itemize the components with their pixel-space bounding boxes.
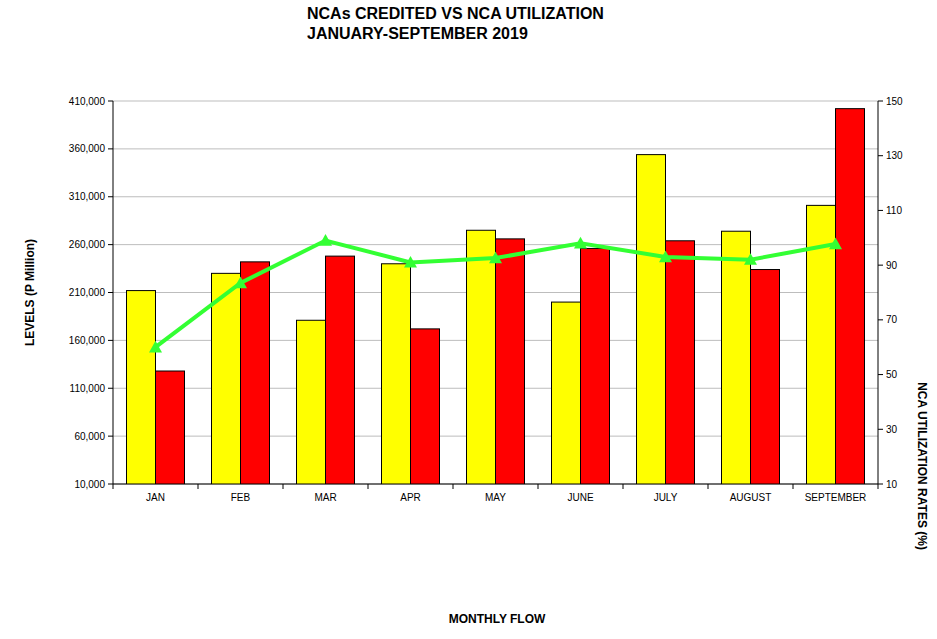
y-tick-label: 60,000 — [74, 431, 105, 442]
bar — [156, 371, 185, 484]
y-tick — [108, 101, 113, 102]
bar — [751, 270, 780, 484]
y2-tick — [878, 429, 883, 430]
x-axis-title: MONTHLY FLOW — [449, 612, 546, 626]
bar — [382, 264, 411, 484]
x-tick — [368, 484, 369, 489]
y2-tick-label: 150 — [886, 96, 903, 107]
page: {"chart_data": { "type": "bar", "title":… — [0, 0, 937, 639]
y2-tick — [878, 374, 883, 375]
bar — [581, 248, 610, 484]
x-tick — [623, 484, 624, 489]
x-tick-label: APR — [400, 492, 421, 503]
y-tick — [108, 196, 113, 197]
bar — [496, 239, 525, 484]
marker — [489, 252, 502, 264]
bar — [212, 273, 241, 484]
y2-tick — [878, 101, 883, 102]
y-tick-label: 210,000 — [69, 287, 106, 298]
y2-tick — [878, 484, 883, 485]
x-tick — [793, 484, 794, 489]
y-tick — [108, 244, 113, 245]
y2-tick-label: 90 — [886, 260, 898, 271]
x-tick — [878, 484, 879, 489]
bar — [836, 109, 865, 484]
y2-tick-label: 30 — [886, 424, 898, 435]
y-tick — [108, 148, 113, 149]
marker — [149, 341, 162, 353]
grid-line — [113, 101, 878, 102]
x-tick-label: MAR — [314, 492, 336, 503]
chart: NCAs CREDITED VS NCA UTILIZATION JANUARY-… — [0, 0, 937, 639]
bar — [326, 256, 355, 484]
y2-tick-label: 70 — [886, 314, 898, 325]
bar — [467, 230, 496, 484]
x-tick-label: JAN — [146, 492, 165, 503]
marks — [127, 109, 865, 484]
title: NCAs CREDITED VS NCA UTILIZATION — [307, 5, 604, 22]
line — [156, 241, 836, 348]
y-tick — [108, 436, 113, 437]
bar — [241, 262, 270, 484]
bar — [666, 241, 695, 484]
y-tick — [108, 388, 113, 389]
grid-line — [113, 148, 878, 149]
bar — [722, 231, 751, 484]
marker — [234, 276, 247, 288]
y2-axis-title: NCA UTILIZATION RATES (%) — [915, 382, 929, 550]
y2-tick-label: 110 — [886, 205, 902, 216]
marker — [404, 256, 417, 268]
y2-tick-label: 50 — [886, 369, 898, 380]
bar — [127, 291, 156, 484]
x-tick — [198, 484, 199, 489]
marker — [659, 250, 672, 262]
x-tick — [708, 484, 709, 489]
y2-tick — [878, 155, 883, 156]
x-tick — [113, 484, 114, 489]
y-tick — [108, 340, 113, 341]
y-tick — [108, 292, 113, 293]
y2-tick-label: 130 — [886, 150, 903, 161]
y-axis-title: LEVELS (P Million) — [23, 239, 37, 346]
bar — [552, 302, 581, 484]
bar — [637, 155, 666, 484]
x-tick-label: MAY — [485, 492, 506, 503]
bar — [297, 320, 326, 484]
y2-tick-label: 10 — [886, 479, 898, 490]
marker — [829, 238, 842, 250]
y2-axis — [878, 101, 879, 484]
x-tick-label: JULY — [654, 492, 678, 503]
grid — [113, 101, 878, 484]
x-tick — [453, 484, 454, 489]
y-tick-label: 110,000 — [70, 383, 106, 394]
x-tick-label: SEPTEMBER — [805, 492, 867, 503]
x-tick-label: AUGUST — [730, 492, 772, 503]
grid-line — [113, 196, 878, 197]
y2-tick — [878, 319, 883, 320]
y2-tick — [878, 265, 883, 266]
y2-tick — [878, 210, 883, 211]
y-tick-label: 10,000 — [74, 479, 105, 490]
marker — [319, 234, 332, 246]
y-tick — [108, 484, 113, 485]
y-tick-label: 310,000 — [69, 191, 106, 202]
subtitle: JANUARY-SEPTEMBER 2019 — [307, 25, 528, 42]
y-tick-label: 360,000 — [69, 143, 106, 154]
axes: 10,000 60,000 110,000 160,000 210,000 260,000… — [69, 96, 903, 504]
y-tick-label: 260,000 — [69, 239, 106, 250]
y-tick-label: 410,000 — [69, 96, 106, 107]
x-tick — [283, 484, 284, 489]
y-axis — [113, 101, 114, 484]
y-tick-label: 160,000 — [69, 335, 106, 346]
marker — [744, 253, 757, 265]
x-tick-label: FEB — [231, 492, 251, 503]
marker — [574, 237, 587, 249]
x-tick — [538, 484, 539, 489]
bar — [411, 329, 440, 484]
x-tick-label: JUNE — [567, 492, 593, 503]
